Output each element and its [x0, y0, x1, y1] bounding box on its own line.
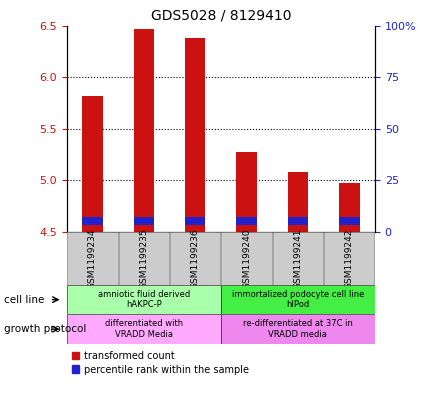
Text: immortalized podocyte cell line
hIPod: immortalized podocyte cell line hIPod: [231, 290, 363, 309]
Bar: [220, 314, 374, 344]
Bar: [67, 314, 221, 344]
Bar: [338, 217, 359, 225]
Bar: [82, 217, 102, 225]
Text: growth protocol: growth protocol: [4, 324, 86, 334]
Text: amniotic fluid derived
hAKPC-P: amniotic fluid derived hAKPC-P: [98, 290, 190, 309]
Bar: [184, 38, 205, 232]
Bar: [272, 232, 322, 285]
Bar: [118, 232, 169, 285]
Bar: [170, 232, 220, 285]
Bar: [236, 152, 256, 232]
Text: GSM1199234: GSM1199234: [88, 228, 97, 288]
Text: GSM1199241: GSM1199241: [293, 228, 302, 288]
Legend: transformed count, percentile rank within the sample: transformed count, percentile rank withi…: [71, 351, 249, 375]
Text: GSM1199242: GSM1199242: [344, 228, 353, 288]
Bar: [220, 285, 374, 314]
Bar: [221, 232, 271, 285]
Text: re-differentiated at 37C in
VRADD media: re-differentiated at 37C in VRADD media: [243, 320, 352, 339]
Bar: [323, 232, 374, 285]
Bar: [236, 217, 256, 225]
Bar: [338, 184, 359, 232]
Bar: [67, 232, 117, 285]
Text: GSM1199235: GSM1199235: [139, 228, 148, 289]
Text: differentiated with
VRADD Media: differentiated with VRADD Media: [104, 320, 182, 339]
Text: cell line: cell line: [4, 295, 45, 305]
Bar: [184, 217, 205, 225]
Title: GDS5028 / 8129410: GDS5028 / 8129410: [150, 9, 290, 23]
Bar: [67, 285, 221, 314]
Bar: [133, 217, 154, 225]
Bar: [287, 217, 307, 225]
Bar: [287, 172, 307, 232]
Text: GSM1199240: GSM1199240: [242, 228, 251, 288]
Bar: [82, 95, 102, 232]
Bar: [133, 29, 154, 232]
Text: GSM1199236: GSM1199236: [190, 228, 199, 289]
